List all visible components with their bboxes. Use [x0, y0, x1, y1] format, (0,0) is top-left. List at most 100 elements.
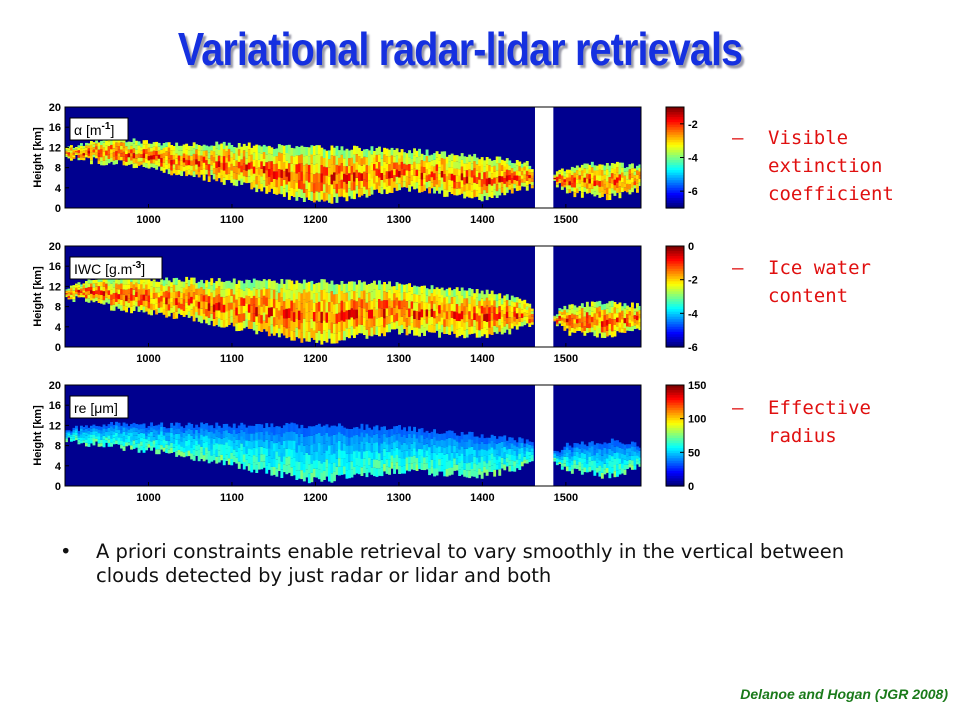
- cloud-cell: [375, 154, 379, 162]
- cloud-cell: [463, 322, 467, 331]
- cloud-cell: [420, 293, 424, 302]
- cloud-cell: [112, 431, 116, 435]
- cloud-cell: [626, 309, 629, 314]
- cloud-cell: [127, 435, 131, 439]
- cloud-cell: [348, 437, 351, 446]
- cloud-cell: [580, 447, 584, 453]
- cloud-cell: [395, 148, 399, 156]
- cloud-cell: [222, 312, 226, 320]
- cloud-cell: [125, 284, 128, 290]
- cloud-cell: [275, 291, 279, 300]
- cloud-cell: [297, 470, 301, 479]
- cloud-cell: [613, 190, 617, 196]
- cloud-cell: [292, 431, 296, 441]
- cloud-cell: [152, 281, 156, 288]
- cloud-cell: [282, 448, 286, 457]
- cloud-cell: [460, 159, 464, 167]
- cloud-cell: [510, 323, 514, 329]
- cloud-cell: [365, 284, 369, 294]
- cloud-cell: [212, 151, 216, 157]
- cloud-cell: [330, 145, 334, 156]
- cloud-cell: [463, 455, 467, 463]
- cloud-cell: [147, 436, 151, 441]
- cloud-cell: [275, 324, 279, 334]
- cloud-cell: [513, 311, 517, 317]
- colorbar-band: [666, 132, 684, 136]
- cloud-cell: [92, 144, 96, 148]
- cloud-cell: [297, 453, 301, 462]
- cloud-cell: [247, 156, 251, 163]
- cloud-cell: [631, 326, 634, 332]
- cloud-cell: [167, 292, 171, 299]
- cloud-cell: [570, 465, 574, 470]
- cloud-cell: [272, 163, 276, 172]
- cloud-cell: [272, 427, 276, 436]
- cloud-cell: [565, 309, 569, 313]
- cloud-cell: [102, 424, 106, 429]
- cloud-cell: [343, 312, 346, 322]
- cloud-cell: [340, 330, 344, 341]
- cloud-cell: [503, 189, 507, 196]
- cloud-cell: [495, 438, 499, 444]
- cloud-cell: [565, 452, 569, 457]
- cloud-cell: [220, 175, 224, 183]
- cloud-cell: [180, 298, 184, 304]
- cloud-cell: [510, 173, 514, 179]
- cloud-cell: [500, 441, 504, 448]
- cloud-cell: [453, 181, 457, 189]
- cloud-cell: [315, 163, 319, 173]
- cloud-cell: [152, 142, 156, 147]
- cloud-cell: [77, 292, 81, 295]
- cloud-cell: [375, 293, 379, 302]
- cloud-cell: [523, 446, 527, 451]
- cloud-cell: [125, 306, 128, 313]
- cloud-cell: [300, 145, 304, 155]
- cloud-cell: [170, 442, 174, 448]
- cloud-cell: [438, 173, 441, 181]
- cloud-cell: [92, 280, 96, 284]
- cloud-cell: [508, 311, 512, 318]
- cloud-cell: [230, 176, 234, 183]
- cloud-cell: [600, 450, 604, 456]
- cloud-cell: [413, 162, 416, 169]
- cloud-cell: [192, 277, 196, 285]
- cloud-cell: [325, 302, 329, 313]
- cloud-cell: [182, 166, 186, 172]
- cloud-cell: [510, 460, 514, 466]
- cloud-cell: [87, 287, 91, 291]
- cloud-cell: [297, 310, 301, 320]
- cloud-cell: [325, 322, 329, 333]
- cloud-cell: [315, 154, 319, 164]
- cloud-cell: [85, 291, 88, 295]
- cloud-cell: [152, 146, 156, 151]
- cloud-cell: [423, 172, 426, 179]
- cloud-cell: [245, 287, 249, 296]
- cloud-cell: [638, 168, 642, 172]
- cloud-cell: [463, 462, 467, 470]
- cloud-cell: [120, 299, 123, 306]
- cloud-cell: [508, 179, 512, 185]
- cloud-cell: [87, 283, 91, 288]
- cloud-cell: [340, 179, 344, 189]
- cloud-cell: [235, 434, 239, 440]
- cloud-cell: [290, 440, 294, 450]
- cloud-cell: [450, 467, 454, 475]
- cloud-cell: [235, 307, 239, 316]
- cloud-cell: [110, 422, 113, 427]
- cloud-cell: [105, 293, 108, 298]
- cloud-cell: [455, 161, 459, 169]
- y-tick-label: 4: [55, 461, 62, 473]
- cloud-cell: [197, 449, 201, 456]
- cloud-cell: [75, 435, 78, 438]
- cloud-cell: [122, 441, 126, 447]
- cloud-cell: [305, 155, 309, 164]
- cloud-cell: [207, 289, 211, 297]
- cloud-cell: [420, 317, 424, 325]
- cloud-cell: [603, 321, 607, 327]
- cloud-cell: [583, 168, 587, 173]
- cloud-cell: [200, 150, 204, 156]
- cloud-cell: [603, 189, 607, 194]
- cloud-cell: [75, 430, 78, 433]
- cloud-cell: [333, 188, 336, 198]
- colorbar-band: [666, 329, 684, 333]
